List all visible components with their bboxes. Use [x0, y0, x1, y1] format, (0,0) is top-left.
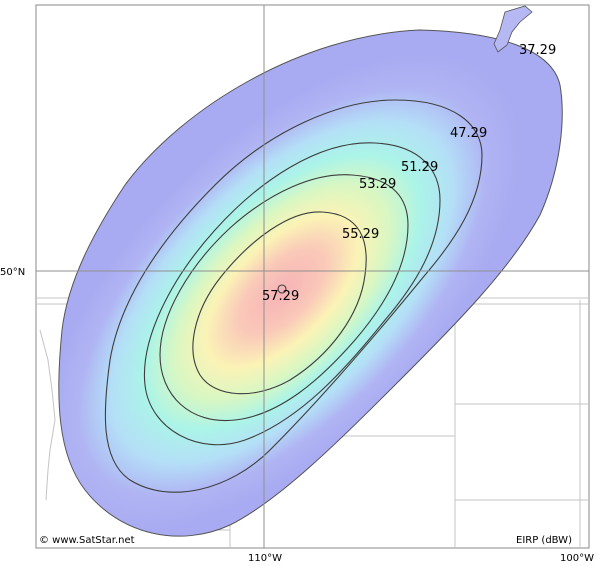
legend-unit: EIRP (dBW) [516, 535, 572, 546]
credit-text: © www.SatStar.net [39, 535, 135, 546]
contour-lines [104, 99, 483, 493]
lake-feature [493, 5, 533, 53]
lon-label-110w: 110°W [248, 553, 282, 564]
contour-label-51: 51.29 [401, 160, 438, 175]
beam-footprint [58, 29, 563, 537]
contour-label-47: 47.29 [450, 126, 487, 141]
graticule [36, 5, 589, 548]
contour-label-53: 53.29 [359, 177, 396, 192]
contour-label-37: 37.29 [519, 43, 556, 58]
contour-label-57: 57.29 [262, 289, 299, 304]
lon-label-100w: 100°W [560, 553, 594, 564]
contour-label-55: 55.29 [342, 227, 379, 242]
lat-label-50n: 50°N [0, 267, 25, 278]
